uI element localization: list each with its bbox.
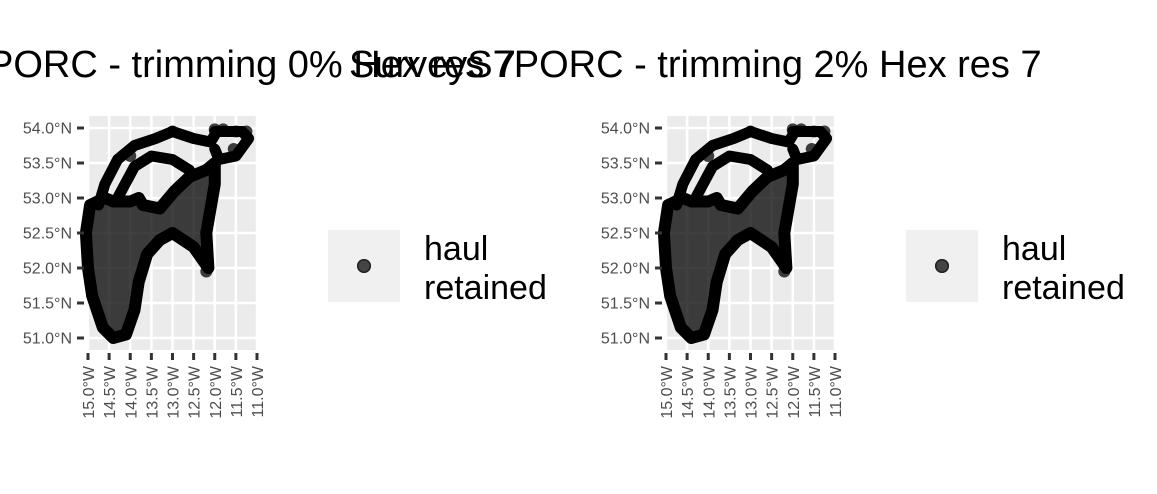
x-tick-label: 11.5°W: [807, 365, 824, 417]
haul-point: [166, 125, 179, 138]
haul-point: [807, 125, 820, 138]
plot-2: 51.0°N 51.5°N 52.0°N 52.5°N 53.0°N 53.5°N 54.0…: [601, 116, 845, 419]
legend-dot-icon-2: [935, 259, 949, 273]
x-tick-label: 12.5°W: [187, 365, 204, 419]
x-tick-label: 13.5°W: [722, 365, 739, 419]
legend-key-1: [328, 230, 400, 302]
y-tick-label: 53.0°N: [601, 191, 650, 208]
y-tick-label: 54.0°N: [601, 121, 650, 138]
x-tick-label: 13.0°W: [166, 365, 183, 419]
legend-label-1: haul retained: [424, 230, 584, 308]
plot-1: 51.0°N 51.5°N 52.0°N 52.5°N 53.0°N 53.5°N 54.0…: [23, 116, 267, 419]
y-tick-label: 51.0°N: [601, 331, 650, 348]
x-tick-label: 13.5°W: [144, 365, 161, 419]
x-tick-label: 14.0°W: [701, 365, 718, 419]
x-tick-label: 12.5°W: [765, 365, 782, 419]
chart-title-2: SurveyS7PORC - trimming 2% Hex res 7: [349, 44, 1042, 86]
haul-point: [229, 125, 242, 138]
haul-point: [786, 123, 799, 136]
haul-points: [657, 123, 833, 344]
x-tick-label: 15.0°W: [659, 365, 676, 419]
x-tick-label: 11.5°W: [229, 365, 246, 417]
x-tick-label: 14.5°W: [680, 365, 697, 419]
x-tick-label: 11.0°W: [250, 365, 267, 417]
x-tick-label: 11.0°W: [828, 365, 845, 417]
haul-point-track: [93, 126, 221, 211]
y-tick-label: 54.0°N: [23, 121, 72, 138]
y-tick-label: 51.5°N: [601, 296, 650, 313]
legend-label-2: haul retained: [1002, 230, 1157, 308]
legend-label-text-1: haul retained: [424, 230, 547, 307]
haul-point: [744, 125, 757, 138]
x-tick-label: 14.0°W: [123, 365, 140, 419]
y-tick-label: 51.0°N: [23, 331, 72, 348]
haul-point: [240, 125, 253, 138]
haul-point: [227, 143, 240, 155]
haul-point: [795, 123, 808, 136]
legend-label-text-2: haul retained: [1002, 230, 1125, 307]
haul-point-track: [671, 126, 799, 211]
x-tick-label: 12.0°W: [786, 365, 803, 419]
haul-point: [200, 265, 213, 278]
haul-point: [217, 123, 230, 136]
x-tick-label: 15.0°W: [81, 365, 98, 419]
y-tick-label: 53.5°N: [601, 156, 650, 173]
y-tick-label: 52.0°N: [601, 261, 650, 278]
haul-point: [124, 150, 137, 162]
y-tick-label: 53.0°N: [23, 191, 72, 208]
y-tick-label: 51.5°N: [23, 296, 72, 313]
x-tick-label: 12.0°W: [208, 365, 225, 419]
haul-point: [778, 265, 791, 278]
y-tick-label: 53.5°N: [23, 156, 72, 173]
haul-point-track: [112, 150, 195, 204]
haul-point: [208, 123, 221, 136]
haul-point-track: [690, 150, 773, 204]
legend-dot-icon-1: [357, 259, 371, 273]
haul-point: [702, 150, 715, 162]
chart-title-1: PORC - trimming 0% Hex res 7: [0, 44, 516, 86]
haul-point: [805, 143, 818, 155]
y-tick-label: 52.5°N: [23, 226, 72, 243]
haul-points: [79, 123, 255, 344]
x-tick-label: 13.0°W: [744, 365, 761, 419]
y-tick-label: 52.0°N: [23, 261, 72, 278]
haul-point: [818, 125, 831, 138]
x-tick-label: 14.5°W: [102, 365, 119, 419]
legend-key-2: [906, 230, 978, 302]
y-tick-label: 52.5°N: [601, 226, 650, 243]
